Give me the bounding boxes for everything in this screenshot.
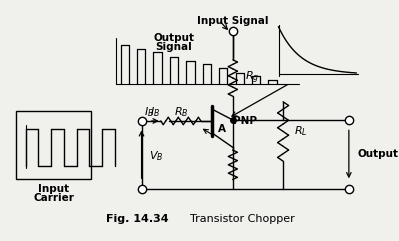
Text: $R_L$: $R_L$ [294, 124, 308, 138]
Text: PNP: PNP [233, 116, 257, 126]
Text: $R_g$: $R_g$ [245, 70, 259, 86]
Text: Input Signal: Input Signal [197, 16, 269, 27]
Text: $V_B$: $V_B$ [149, 150, 163, 163]
Text: A: A [217, 124, 225, 134]
Text: Output: Output [153, 33, 194, 43]
Text: $R_B$: $R_B$ [174, 105, 188, 119]
Text: Signal: Signal [155, 42, 192, 52]
Text: Output: Output [358, 149, 399, 159]
Text: Carrier: Carrier [34, 193, 74, 203]
Text: Fig. 14.34: Fig. 14.34 [106, 214, 168, 224]
Text: $I_B$: $I_B$ [144, 105, 154, 119]
Text: Input: Input [38, 184, 69, 194]
Text: $I_B$: $I_B$ [150, 105, 160, 119]
Text: Transistor Chopper: Transistor Chopper [190, 214, 294, 224]
Bar [16, 111, 91, 179]
